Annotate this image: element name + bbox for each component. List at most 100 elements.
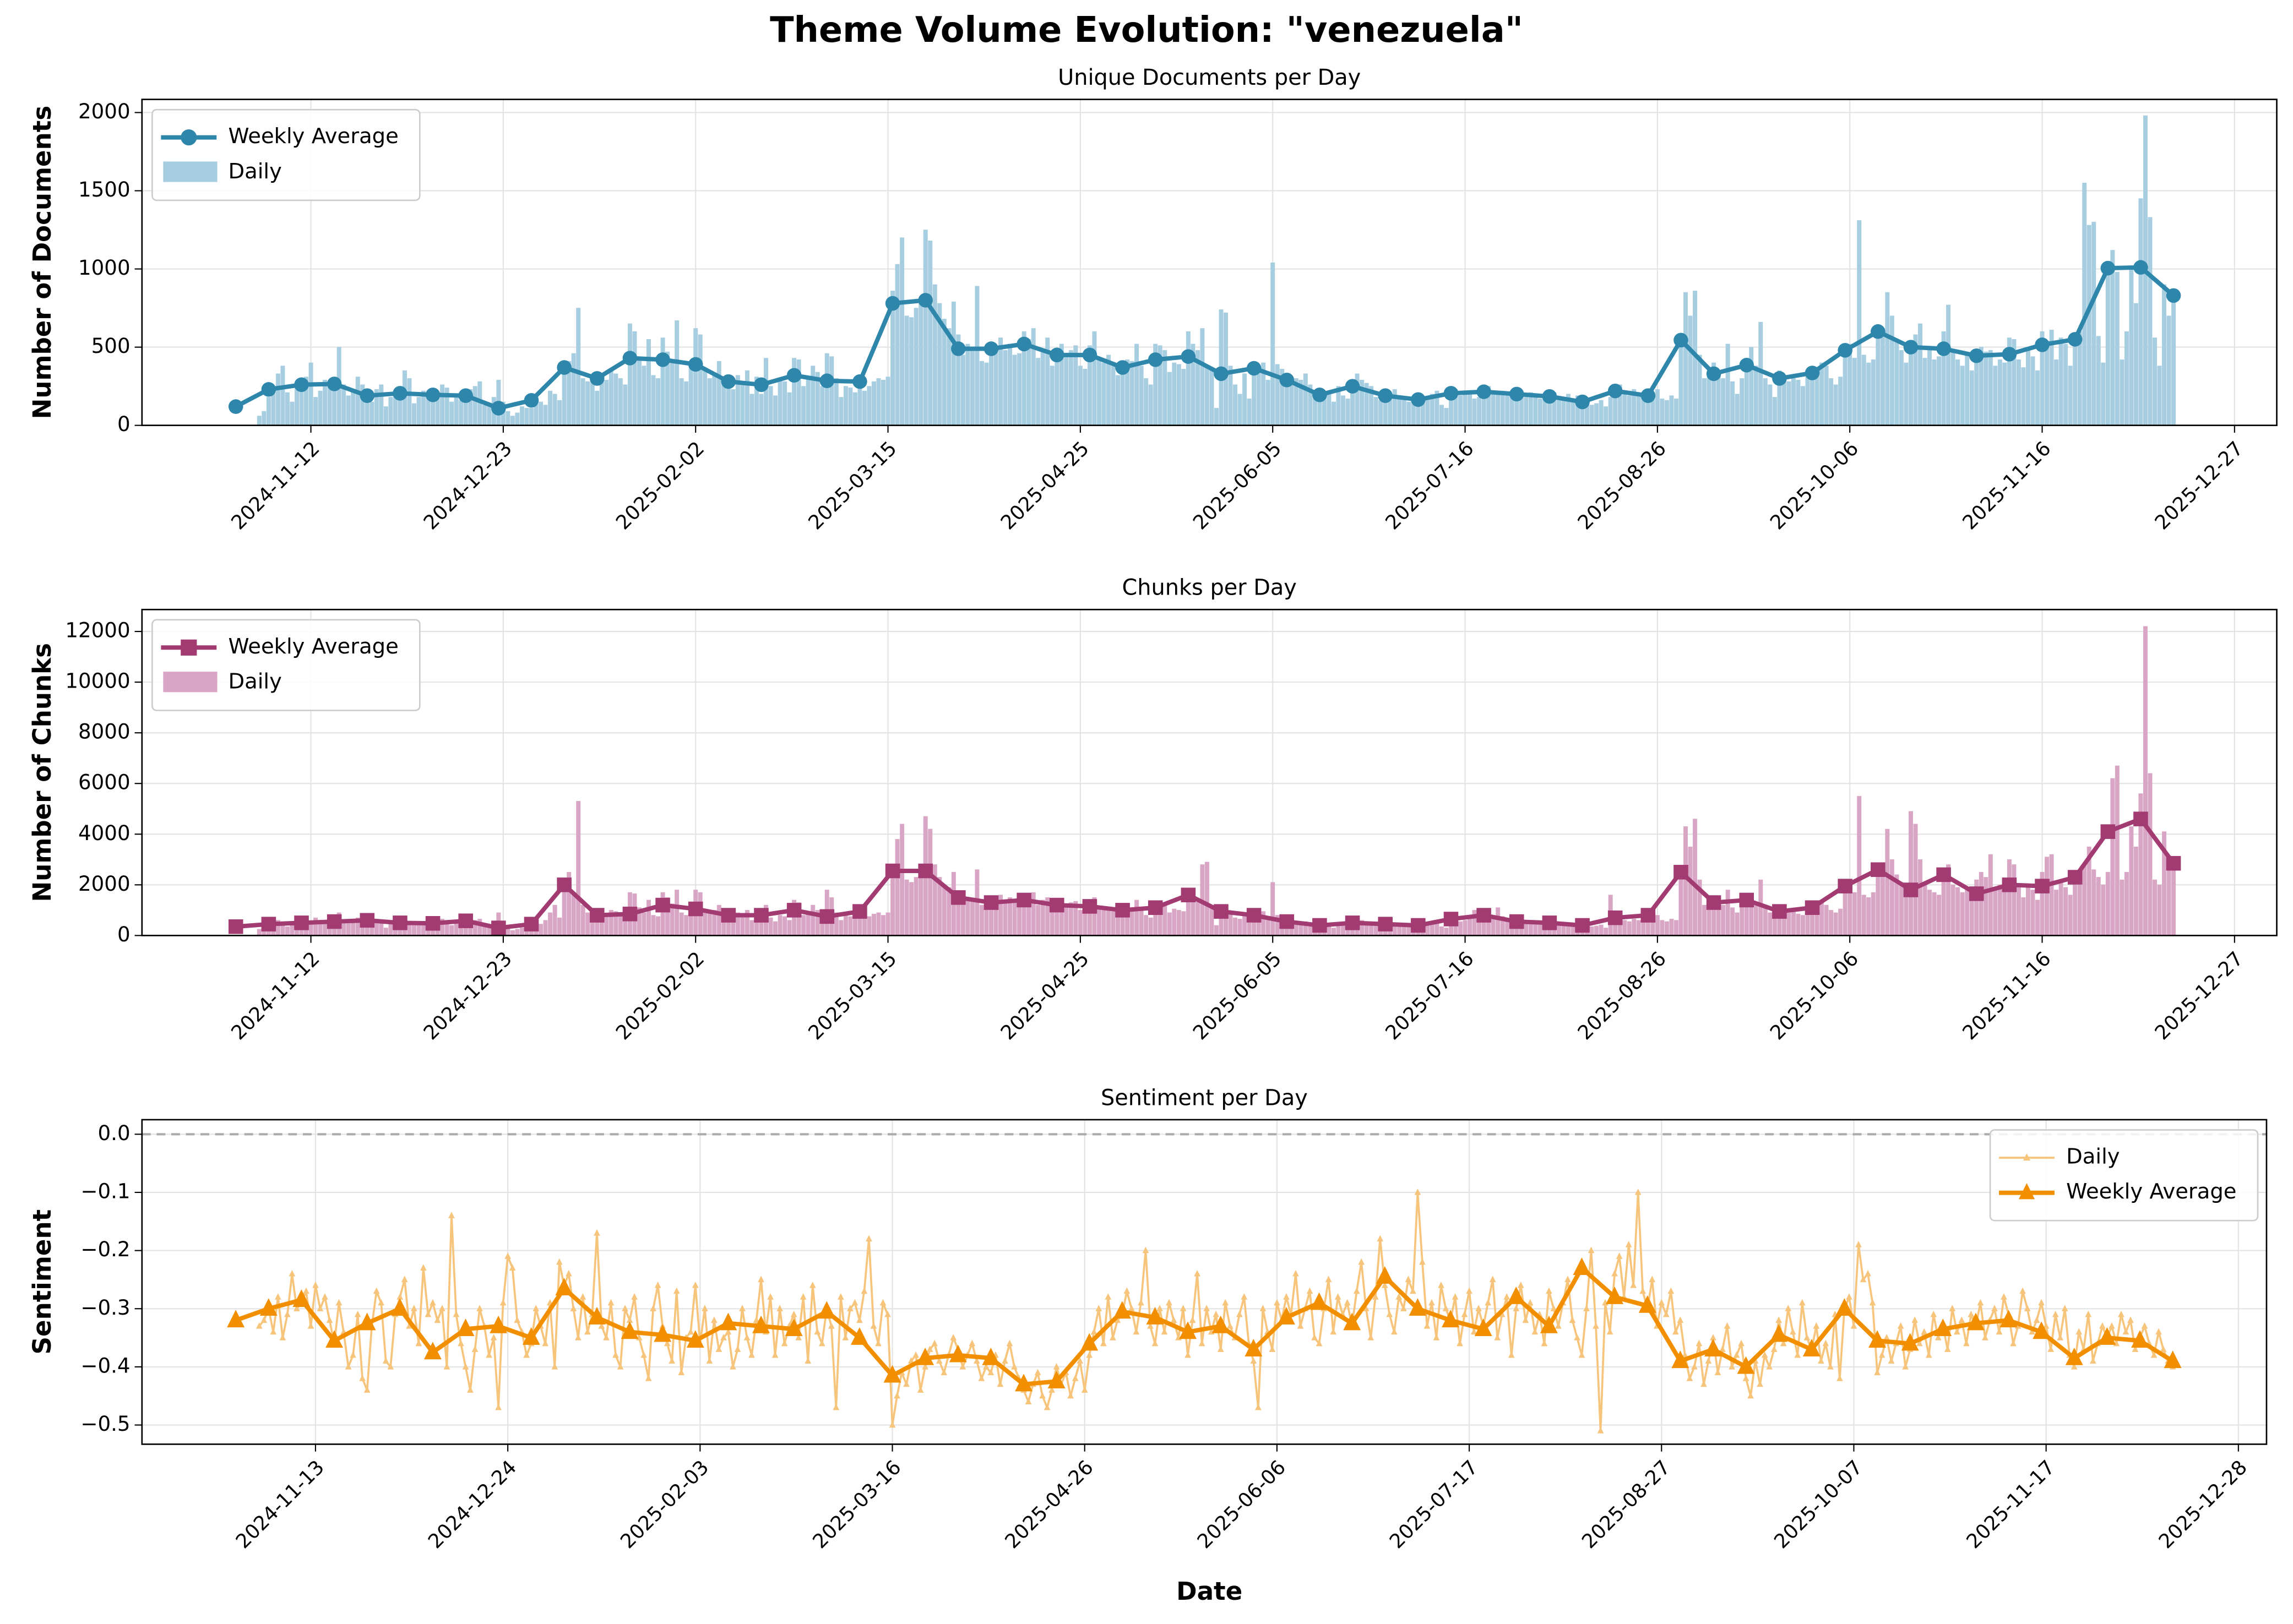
bar	[848, 916, 853, 936]
point	[387, 1363, 394, 1370]
point	[584, 1328, 591, 1335]
bar	[515, 929, 520, 936]
bar	[506, 411, 510, 426]
bar	[449, 925, 454, 936]
point	[1170, 1316, 1177, 1323]
bar	[280, 366, 285, 426]
point	[1850, 1322, 1857, 1329]
bar	[1678, 339, 1683, 426]
point	[2065, 1347, 2083, 1365]
bar	[1894, 339, 1899, 426]
point	[1080, 1333, 1099, 1351]
point	[1739, 358, 1754, 373]
bar	[1340, 395, 1346, 426]
point	[425, 916, 441, 931]
bar	[2096, 877, 2101, 936]
bar	[370, 401, 374, 426]
point	[1114, 1316, 1121, 1323]
point	[284, 1310, 291, 1317]
point	[1541, 1339, 1548, 1347]
bar	[1463, 920, 1468, 936]
bar	[1965, 355, 1970, 426]
bar	[1946, 304, 1951, 426]
bar	[1899, 882, 1904, 936]
point	[2035, 879, 2050, 893]
bar	[960, 355, 965, 426]
point	[1334, 1293, 1341, 1300]
point	[566, 1269, 572, 1277]
point	[476, 1305, 483, 1311]
point	[607, 1299, 615, 1306]
bar	[543, 405, 548, 426]
bar	[1237, 394, 1242, 426]
point	[410, 1305, 417, 1311]
bar	[1031, 892, 1036, 936]
point	[818, 1301, 836, 1319]
bar	[1753, 366, 1758, 426]
point	[982, 1347, 1000, 1365]
bar	[585, 912, 590, 936]
bar	[749, 920, 754, 936]
point	[1179, 1321, 1197, 1339]
bar	[1247, 398, 1252, 426]
point	[1246, 908, 1262, 923]
point	[655, 897, 670, 913]
point	[767, 1293, 774, 1300]
bar	[2045, 857, 2050, 936]
bar	[1725, 890, 1730, 936]
point	[458, 913, 474, 928]
point	[1822, 1339, 1829, 1347]
point	[894, 1392, 900, 1399]
point	[2035, 337, 2050, 352]
bar	[1031, 328, 1036, 426]
bar	[656, 378, 661, 426]
point	[1105, 1293, 1112, 1300]
bar	[1589, 926, 1594, 936]
bar	[862, 390, 867, 426]
bar	[1843, 890, 1848, 936]
bar	[773, 921, 778, 936]
bar	[1993, 366, 1998, 426]
bar	[1885, 292, 1890, 426]
point	[987, 1369, 995, 1376]
point	[1316, 1339, 1323, 1347]
bar	[1228, 366, 1233, 426]
point	[294, 915, 309, 930]
bar	[1101, 908, 1106, 936]
point	[259, 1298, 278, 1316]
point	[509, 1264, 516, 1271]
bar	[824, 353, 829, 426]
point	[1151, 1339, 1159, 1347]
bar	[1533, 394, 1538, 426]
bar	[1866, 362, 1871, 426]
point	[1705, 1357, 1712, 1364]
bar	[1425, 397, 1430, 426]
point	[1082, 899, 1097, 914]
point	[458, 388, 474, 403]
bar	[1162, 350, 1167, 426]
bar	[1214, 925, 1219, 936]
bar	[472, 386, 477, 426]
bar	[1599, 400, 1604, 426]
bar	[881, 915, 886, 936]
point	[1325, 1276, 1332, 1283]
bar	[379, 384, 384, 426]
point	[1696, 1339, 1703, 1347]
point	[2067, 332, 2083, 347]
bar	[2124, 331, 2129, 426]
bar	[351, 389, 356, 426]
point	[557, 360, 572, 375]
point	[1113, 1301, 1131, 1319]
bar	[646, 900, 651, 936]
bar	[557, 917, 562, 936]
point	[1378, 917, 1393, 931]
point	[1583, 1305, 1590, 1311]
bar	[745, 370, 749, 426]
point	[1109, 1334, 1116, 1340]
bar	[984, 907, 989, 936]
point	[969, 1339, 976, 1347]
point	[856, 1316, 863, 1323]
point	[2131, 1330, 2149, 1348]
bar	[290, 401, 295, 426]
bar	[1092, 331, 1097, 426]
